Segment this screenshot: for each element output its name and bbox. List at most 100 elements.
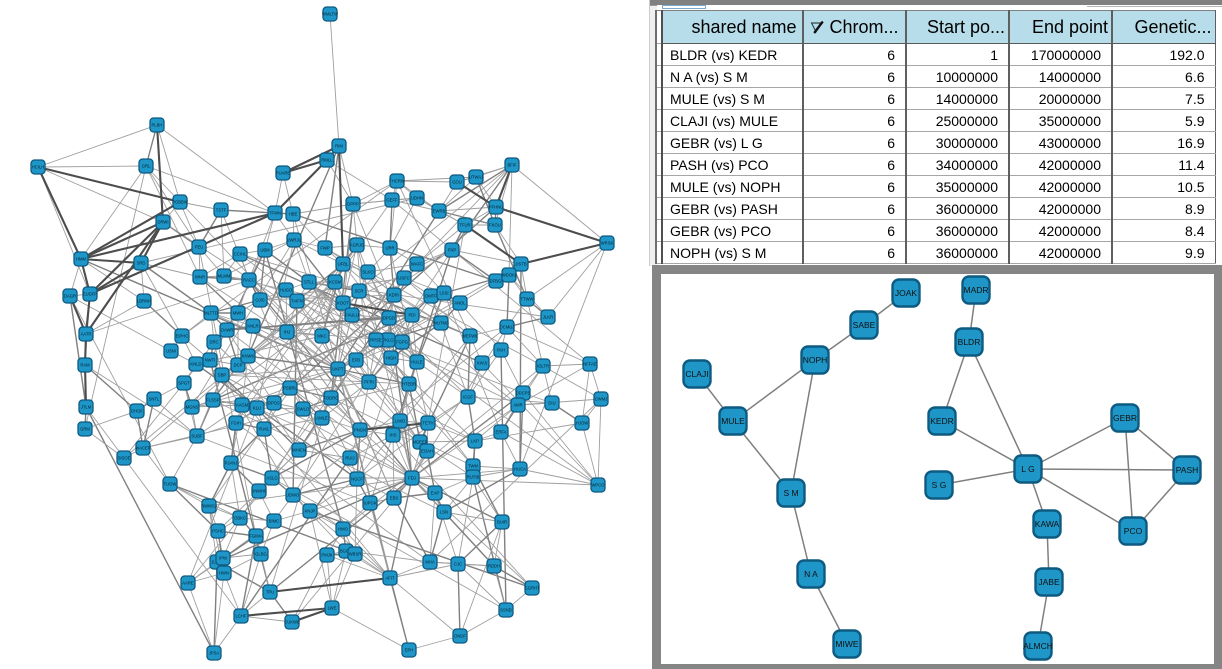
- svg-text:SUBF: SUBF: [191, 434, 203, 439]
- svg-text:UKPT: UKPT: [332, 367, 344, 372]
- svg-text:DCP: DCP: [234, 363, 243, 368]
- svg-text:EOAH: EOAH: [421, 449, 433, 454]
- svg-text:TFWN: TFWN: [269, 211, 281, 216]
- svg-text:ONDF: ONDF: [454, 634, 466, 639]
- svg-text:KNJP: KNJP: [305, 509, 316, 514]
- svg-text:SISOE: SISOE: [118, 456, 131, 461]
- svg-text:GOU: GOU: [452, 180, 462, 185]
- svg-text:MGNS: MGNS: [186, 405, 199, 410]
- svg-text:EIPHC: EIPHC: [176, 334, 189, 339]
- svg-text:FSIH: FSIH: [231, 421, 241, 426]
- svg-text:JISTB: JISTB: [515, 262, 527, 267]
- svg-text:TETH: TETH: [423, 421, 434, 426]
- svg-text:STLL: STLL: [304, 280, 315, 285]
- svg-text:PASH: PASH: [1176, 465, 1199, 475]
- svg-text:EPH: EPH: [405, 648, 414, 653]
- svg-text:ASLG: ASLG: [266, 476, 277, 481]
- svg-text:RACC: RACC: [243, 278, 255, 283]
- svg-text:RPSE: RPSE: [370, 338, 382, 343]
- svg-text:MHA: MHA: [425, 560, 435, 565]
- svg-text:PCO: PCO: [1124, 526, 1143, 536]
- svg-text:RIM: RIM: [335, 144, 343, 149]
- svg-text:OCMUJ: OCMUJ: [500, 325, 515, 330]
- svg-text:WDOKI: WDOKI: [502, 273, 516, 278]
- svg-text:BGOD: BGOD: [340, 549, 352, 554]
- svg-text:SABE: SABE: [853, 320, 876, 330]
- svg-text:WBSR: WBSR: [349, 552, 362, 557]
- svg-text:EBS: EBS: [390, 496, 399, 501]
- svg-text:HULE: HULE: [411, 360, 422, 365]
- svg-text:SCR: SCR: [355, 289, 364, 294]
- svg-text:KAWA: KAWA: [1035, 519, 1060, 529]
- svg-text:ANDL: ANDL: [454, 301, 466, 306]
- svg-text:DHOF: DHOF: [131, 409, 143, 414]
- svg-text:AMLE: AMLE: [316, 416, 328, 421]
- svg-text:SNTL: SNTL: [149, 397, 160, 402]
- svg-text:UBM: UBM: [260, 248, 270, 253]
- svg-text:EFB: EFB: [352, 358, 360, 363]
- svg-text:WRSK: WRSK: [601, 241, 614, 246]
- svg-text:BIMC: BIMC: [269, 519, 279, 524]
- svg-text:USNI: USNI: [166, 349, 176, 354]
- svg-text:SLKO: SLKO: [362, 270, 374, 275]
- svg-text:UFBL: UFBL: [338, 262, 349, 267]
- svg-text:POBBW: POBBW: [172, 200, 188, 205]
- svg-text:HUCA: HUCA: [514, 467, 526, 472]
- svg-text:FODRO: FODRO: [323, 396, 339, 401]
- svg-text:DFBGI: DFBGI: [490, 279, 503, 284]
- svg-text:KNLD: KNLD: [190, 362, 201, 367]
- svg-text:EUDFP: EUDFP: [83, 292, 97, 297]
- svg-text:SRD: SRD: [137, 261, 146, 266]
- svg-text:LSN: LSN: [440, 510, 448, 515]
- svg-text:RUIJ: RUIJ: [345, 456, 354, 461]
- svg-text:OMTP: OMTP: [425, 294, 437, 299]
- svg-text:RAM: RAM: [80, 363, 90, 368]
- svg-text:PUKL: PUKL: [259, 427, 271, 432]
- svg-text:UTWAJ: UTWAJ: [469, 175, 483, 180]
- svg-text:NGCF: NGCF: [351, 477, 363, 482]
- svg-text:GGRHT: GGRHT: [524, 586, 540, 591]
- svg-text:GRM: GRM: [80, 427, 90, 432]
- svg-text:AGRJG: AGRJG: [350, 243, 364, 248]
- svg-text:PFRI: PFRI: [364, 380, 374, 385]
- svg-text:WPCO: WPCO: [591, 483, 605, 488]
- svg-text:ICGF: ICGF: [463, 395, 473, 400]
- svg-text:AATR: AATR: [81, 332, 92, 337]
- svg-text:DPPP: DPPP: [347, 202, 359, 207]
- svg-text:OBKC: OBKC: [234, 516, 246, 521]
- svg-text:HMO: HMO: [338, 527, 349, 532]
- svg-text:JOAK: JOAK: [895, 288, 918, 298]
- svg-text:HUGO: HUGO: [280, 288, 293, 293]
- svg-text:PNGN: PNGN: [354, 428, 366, 433]
- svg-text:SWLO: SWLO: [297, 407, 310, 412]
- svg-text:WUTMC: WUTMC: [433, 321, 449, 326]
- svg-text:FHCRW: FHCRW: [389, 179, 405, 184]
- svg-text:TPU: TPU: [266, 590, 274, 595]
- svg-text:HWN: HWN: [219, 571, 229, 576]
- svg-text:NWTI: NWTI: [205, 358, 216, 363]
- svg-text:HCILH: HCILH: [32, 165, 45, 170]
- svg-text:JABE: JABE: [1038, 577, 1060, 587]
- svg-text:TUOW: TUOW: [164, 482, 177, 487]
- svg-text:S M: S M: [783, 488, 798, 498]
- svg-text:WAFC: WAFC: [411, 262, 423, 267]
- svg-text:KOOT: KOOT: [337, 301, 349, 306]
- svg-text:KNLR: KNLR: [247, 324, 258, 329]
- svg-text:BUIR: BUIR: [497, 520, 507, 525]
- svg-text:JTLM: JTLM: [81, 405, 92, 410]
- svg-text:EWRB: EWRB: [433, 209, 446, 214]
- svg-text:UDHN: UDHN: [411, 196, 423, 201]
- svg-text:FGPG: FGPG: [396, 340, 408, 345]
- svg-text:KLU: KLU: [253, 406, 261, 411]
- svg-text:WEFWK: WEFWK: [462, 334, 478, 339]
- svg-text:AFIT: AFIT: [385, 576, 395, 581]
- svg-text:KWJI: KWJI: [477, 361, 487, 366]
- svg-text:AARE: AARE: [182, 581, 194, 586]
- svg-text:LMIO: LMIO: [395, 419, 406, 424]
- svg-text:PMJK: PMJK: [321, 553, 332, 558]
- svg-text:HTEBR: HTEBR: [402, 382, 416, 387]
- svg-text:IPW: IPW: [219, 556, 227, 561]
- svg-text:AAGM: AAGM: [236, 403, 249, 408]
- svg-text:RDDH: RDDH: [488, 564, 500, 569]
- svg-text:SPGT: SPGT: [178, 381, 190, 386]
